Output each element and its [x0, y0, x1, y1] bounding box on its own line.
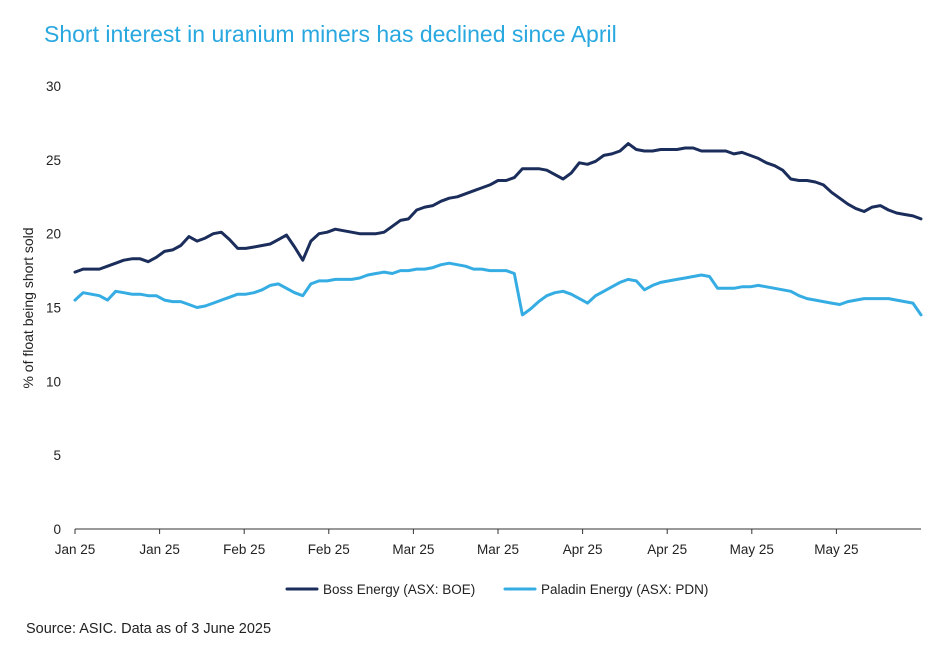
series-line-0 [73, 142, 923, 274]
x-tick-label: Jan 25 [55, 542, 96, 557]
y-tick-label: 15 [46, 301, 61, 316]
series-line-1 [73, 261, 923, 317]
x-tick-label: Apr 25 [563, 542, 603, 557]
source-note: Source: ASIC. Data as of 3 June 2025 [26, 621, 271, 637]
legend: Boss Energy (ASX: BOE) Paladin Energy (AS… [285, 582, 708, 597]
y-tick-label: 20 [46, 227, 61, 242]
axes: 0 5 10 15 20 25 30 Jan 25 Jan 25 Feb 25 Feb 25 Mar … [46, 79, 921, 557]
y-tick-label: 30 [46, 79, 61, 94]
y-axis-label: % of float being short sold [20, 227, 36, 388]
y-tick-label: 0 [53, 522, 61, 537]
x-tick-label: Feb 25 [308, 542, 350, 557]
y-tick-label: 10 [46, 374, 61, 389]
x-tick-label: May 25 [730, 542, 774, 557]
chart-title: Short interest in uranium miners has dec… [44, 21, 617, 47]
x-tick-label: Jan 25 [139, 542, 180, 557]
x-tick-label: Feb 25 [223, 542, 265, 557]
series-lines [73, 142, 923, 317]
y-tick-label: 5 [53, 448, 61, 463]
legend-label: Paladin Energy (ASX: PDN) [541, 582, 708, 597]
x-tick-label: May 25 [814, 542, 858, 557]
y-tick-label: 25 [46, 153, 61, 168]
legend-label: Boss Energy (ASX: BOE) [323, 582, 475, 597]
x-tick-label: Mar 25 [392, 542, 434, 557]
x-tick-label: Mar 25 [477, 542, 519, 557]
x-tick-label: Apr 25 [647, 542, 687, 557]
